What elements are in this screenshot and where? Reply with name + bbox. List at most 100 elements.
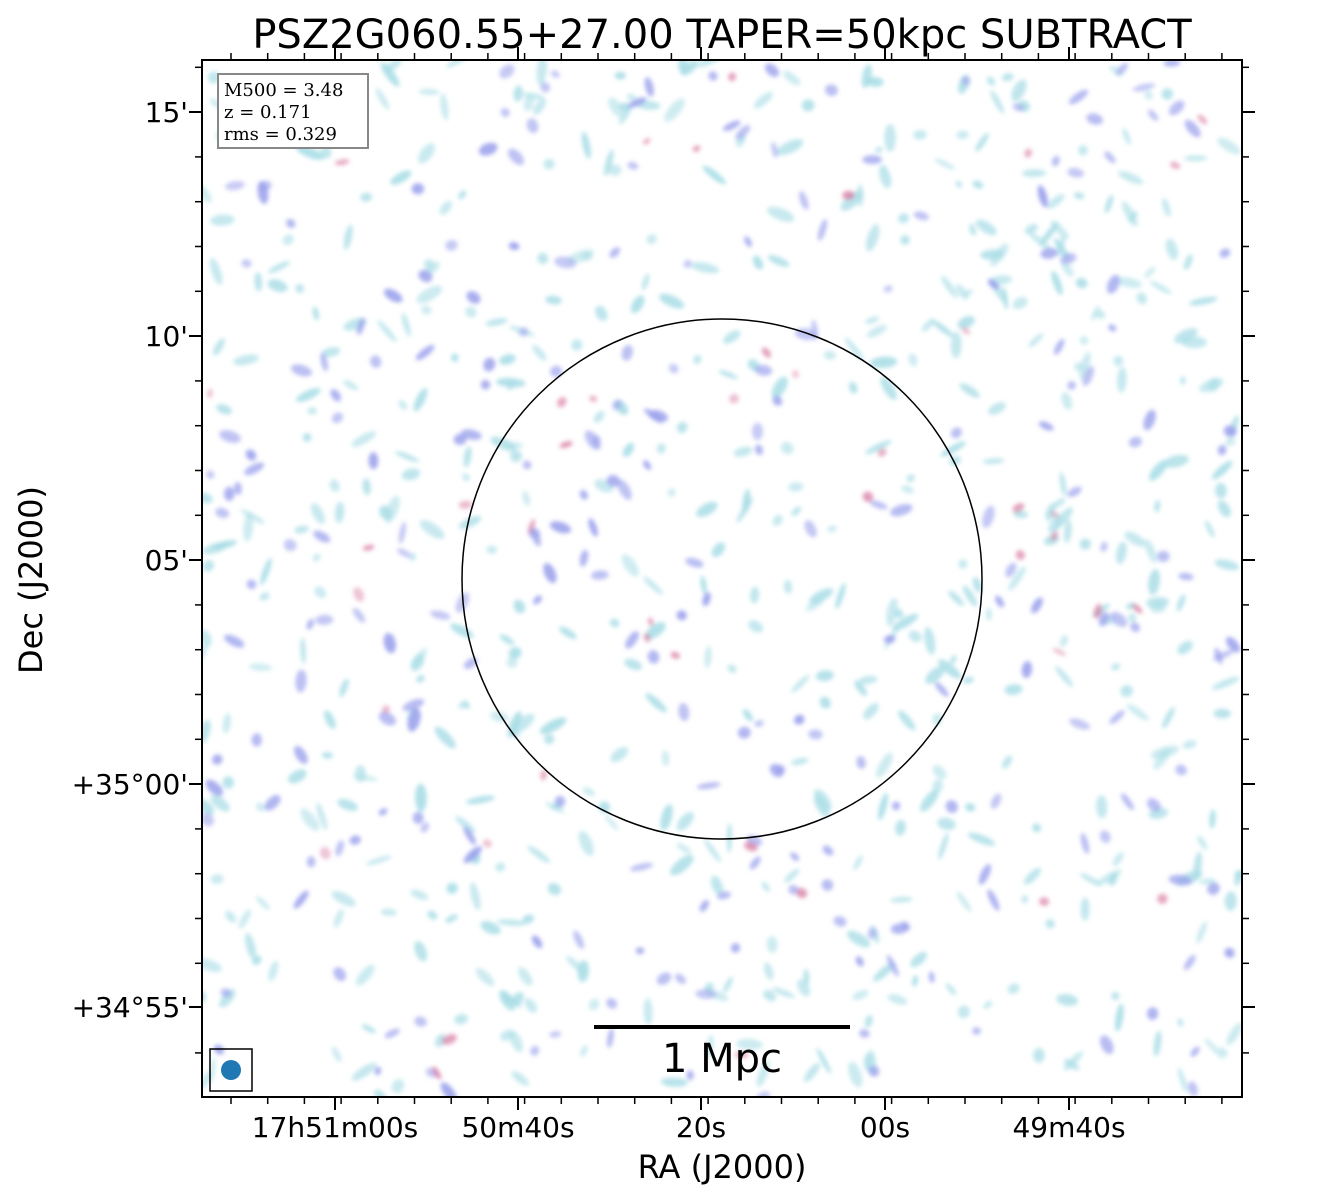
noise-blob [566, 955, 585, 974]
chart-title: PSZ2G060.55+27.00 TAPER=50kpc SUBTRACT [252, 12, 1192, 58]
noise-blob [921, 318, 935, 332]
noise-blob [300, 808, 320, 831]
noise-blob [351, 1062, 377, 1081]
noise-blob [941, 275, 958, 298]
noise-blob [593, 410, 605, 423]
noise-blob [1144, 539, 1158, 563]
noise-blob [331, 891, 356, 907]
noise-blob [767, 206, 795, 222]
noise-blob [465, 795, 495, 805]
noise-blob [446, 882, 458, 894]
emission-map [202, 60, 1242, 1097]
noise-blob [458, 190, 467, 200]
emission-peak [1050, 530, 1059, 542]
noise-blob [1115, 1003, 1124, 1032]
noise-blob [475, 967, 495, 987]
emission-peak [791, 370, 800, 379]
noise-blob [1075, 277, 1088, 289]
noise-blob [827, 525, 837, 533]
noise-blob [753, 91, 773, 109]
emission-patch [702, 592, 711, 607]
noise-blob [595, 305, 608, 321]
noise-blob [622, 442, 635, 457]
emission-patch [463, 826, 476, 845]
noise-blob [518, 967, 533, 986]
noise-blob [876, 752, 893, 778]
noise-blob [1177, 1018, 1184, 1027]
emission-patch [205, 779, 224, 796]
noise-blob [932, 713, 943, 726]
noise-blob [870, 356, 898, 369]
noise-blob [711, 542, 726, 558]
emission-patch [396, 548, 412, 558]
emission-patch [1086, 113, 1104, 125]
noise-blob [209, 257, 223, 286]
noise-blob [300, 637, 306, 664]
emission-patch [678, 703, 690, 721]
noise-blob [605, 814, 619, 831]
emission-patch [735, 125, 751, 140]
emission-patch [1067, 167, 1085, 178]
emission-patch [668, 363, 679, 374]
noise-blob [1078, 145, 1088, 156]
noise-blob [950, 331, 962, 359]
emission-patch [463, 846, 482, 864]
noise-blob [385, 495, 400, 524]
noise-blob [1001, 755, 1013, 769]
emission-peak [761, 347, 772, 358]
emission-patch [320, 352, 328, 372]
emission-patch [708, 71, 718, 81]
noise-blob [485, 318, 508, 327]
emission-patch [223, 486, 235, 501]
emission-patch [499, 64, 515, 79]
noise-blob [1011, 79, 1027, 102]
noise-blob [418, 88, 440, 95]
noise-blob [782, 70, 801, 86]
noise-blob [486, 545, 497, 554]
emission-patch [1116, 62, 1129, 76]
emission-patch [333, 967, 347, 982]
emission-patch [890, 504, 913, 517]
emission-patch [549, 521, 572, 534]
noise-blob [678, 60, 688, 75]
noise-blob [658, 293, 685, 309]
emission-peak [559, 441, 573, 449]
noise-blob [366, 855, 392, 866]
emission-patch [972, 1027, 981, 1035]
emission-patch [518, 327, 529, 337]
noise-blob [761, 881, 771, 892]
emission-patch [1183, 954, 1196, 971]
noise-blob [334, 501, 345, 524]
noise-blob [704, 645, 712, 669]
noise-blob [890, 896, 913, 903]
noise-blob [736, 497, 754, 523]
noise-blob [626, 94, 637, 101]
noise-blob [380, 908, 397, 916]
emission-patch [1031, 597, 1043, 614]
emission-peak [334, 159, 350, 166]
noise-blob [333, 908, 344, 928]
noise-blob [243, 513, 254, 542]
emission-patch [609, 247, 621, 258]
noise-blob [645, 622, 666, 640]
emission-patch [590, 570, 609, 580]
emission-patch [883, 285, 893, 293]
noise-blob [772, 514, 783, 527]
noise-blob [727, 664, 737, 673]
emission-patch [1163, 60, 1181, 67]
emission-peak [362, 544, 375, 551]
emission-patch [1053, 338, 1065, 355]
noise-blob [791, 675, 810, 693]
noise-blob [959, 383, 980, 398]
emission-patch [716, 891, 731, 900]
noise-blob [621, 554, 639, 577]
noise-blob [894, 608, 904, 619]
noise-blob [1199, 378, 1224, 393]
noise-blob [547, 882, 561, 896]
noise-blob [1215, 482, 1227, 499]
emission-patch [293, 890, 309, 909]
emission-patch [656, 972, 672, 985]
emission-peak [744, 841, 758, 852]
noise-blob [506, 657, 518, 668]
